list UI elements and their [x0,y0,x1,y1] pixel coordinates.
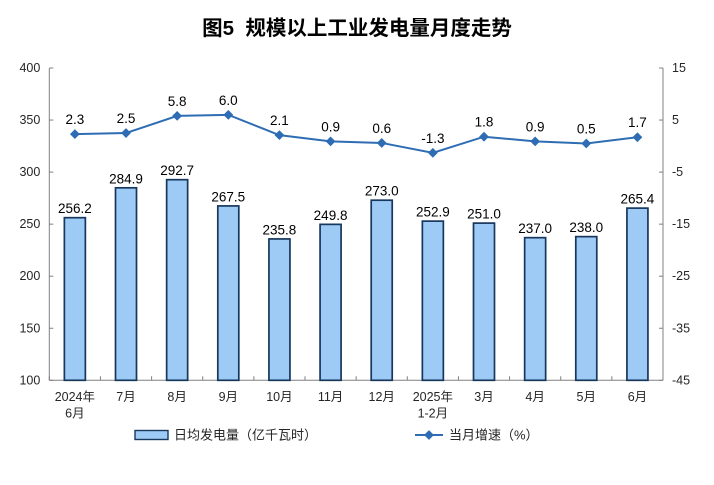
svg-text:300: 300 [19,165,40,179]
svg-text:12月: 12月 [369,390,395,404]
svg-text:0.5: 0.5 [577,121,596,136]
svg-text:2.1: 2.1 [270,113,289,128]
svg-text:267.5: 267.5 [211,189,245,204]
svg-text:252.9: 252.9 [416,205,450,220]
svg-text:200: 200 [19,269,40,283]
svg-text:-25: -25 [672,269,690,283]
svg-text:0.9: 0.9 [321,119,340,134]
svg-text:-45: -45 [672,373,690,387]
svg-text:-1.3: -1.3 [421,131,444,146]
svg-text:8月: 8月 [167,390,186,404]
svg-text:5: 5 [672,113,679,127]
svg-text:10月: 10月 [266,390,292,404]
svg-text:256.2: 256.2 [58,201,92,216]
svg-text:0.6: 0.6 [372,121,391,136]
svg-text:6月: 6月 [65,406,84,420]
svg-text:-5: -5 [672,165,683,179]
svg-text:273.0: 273.0 [365,184,399,199]
svg-text:2.5: 2.5 [117,111,136,126]
svg-text:7月: 7月 [116,390,135,404]
svg-text:237.0: 237.0 [518,221,552,236]
svg-text:当月增速（%）: 当月增速（%） [449,428,539,443]
svg-text:150: 150 [19,321,40,335]
svg-text:-15: -15 [672,217,690,231]
svg-text:284.9: 284.9 [109,171,143,186]
svg-text:4月: 4月 [525,390,544,404]
svg-text:2.3: 2.3 [65,112,84,127]
svg-text:100: 100 [19,373,40,387]
svg-text:日均发电量（亿千瓦时）: 日均发电量（亿千瓦时） [174,428,317,443]
svg-text:2025年: 2025年 [413,390,453,404]
svg-text:1.7: 1.7 [628,115,647,130]
svg-text:400: 400 [19,61,40,75]
svg-text:0.9: 0.9 [526,119,545,134]
svg-text:251.0: 251.0 [467,207,501,222]
svg-text:15: 15 [672,61,686,75]
svg-text:235.8: 235.8 [263,222,297,237]
svg-text:5.8: 5.8 [168,94,187,109]
svg-text:265.4: 265.4 [621,192,655,207]
svg-text:6月: 6月 [628,390,647,404]
svg-text:250: 250 [19,217,40,231]
svg-text:-35: -35 [672,321,690,335]
svg-text:292.7: 292.7 [160,163,194,178]
svg-text:238.0: 238.0 [569,220,603,235]
svg-text:1-2月: 1-2月 [418,406,449,420]
svg-text:11月: 11月 [318,390,343,404]
svg-text:3月: 3月 [474,390,493,404]
svg-text:6.0: 6.0 [219,93,238,108]
svg-text:249.8: 249.8 [314,208,348,223]
svg-text:9月: 9月 [219,390,238,404]
svg-text:2024年: 2024年 [55,390,95,404]
svg-text:5月: 5月 [577,390,596,404]
svg-text:1.8: 1.8 [475,115,494,130]
svg-text:350: 350 [19,113,40,127]
